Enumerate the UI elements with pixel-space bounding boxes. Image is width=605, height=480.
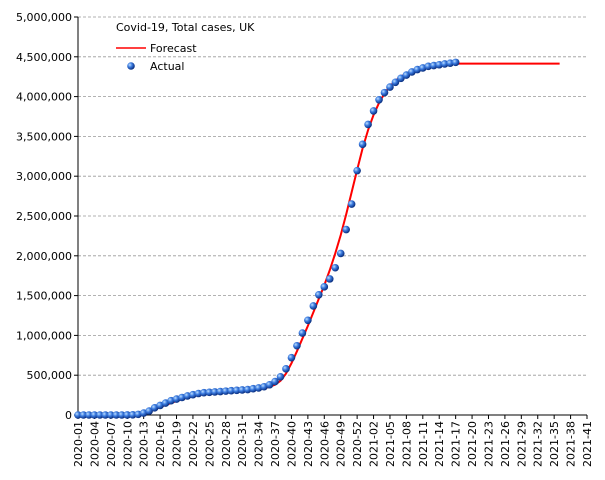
data-point (205, 388, 214, 397)
data-point (325, 275, 334, 283)
data-point (451, 58, 460, 67)
x-tick-label: 2020-43 (302, 421, 315, 467)
y-tick-label: 3,000,000 (16, 170, 72, 183)
x-tick-label: 2021-08 (400, 421, 413, 467)
data-point (90, 411, 99, 419)
data-point (216, 387, 225, 396)
x-tick-label: 2020-19 (171, 421, 184, 467)
x-tick-label: 2020-46 (318, 421, 331, 467)
chart-title: Covid-19, Total cases, UK (116, 21, 255, 34)
x-tick-label: 2020-13 (138, 421, 151, 467)
data-point (364, 120, 372, 129)
data-point (79, 411, 88, 419)
x-tick-label: 2021-20 (466, 421, 479, 467)
x-tick-label: 2020-31 (236, 421, 249, 467)
data-point (128, 411, 137, 419)
data-point (238, 386, 246, 394)
data-point (74, 411, 82, 419)
data-point (375, 95, 383, 104)
x-tick-label: 2021-05 (384, 421, 397, 467)
y-tick-label: 4,500,000 (16, 51, 72, 64)
x-tick-label: 2020-37 (269, 421, 282, 467)
legend-label: Actual (150, 60, 184, 73)
x-tick-label: 2021-11 (417, 421, 430, 467)
x-tick-label: 2021-14 (433, 421, 446, 467)
x-tick-label: 2021-32 (532, 421, 545, 467)
data-point (336, 249, 345, 258)
data-point (320, 283, 329, 291)
data-point (200, 388, 208, 397)
data-point (304, 316, 312, 325)
x-tick-label: 2021-41 (581, 421, 594, 467)
data-point (282, 365, 290, 373)
x-tick-label: 2021-23 (482, 421, 495, 467)
data-point (298, 329, 307, 337)
x-tick-label: 2020-10 (121, 421, 134, 467)
data-point (331, 263, 340, 272)
x-tick-label: 2021-17 (450, 421, 463, 467)
data-point (117, 411, 126, 419)
x-tick-label: 2020-34 (253, 421, 266, 467)
legend-swatch (127, 62, 135, 70)
x-tick-label: 2020-01 (72, 421, 85, 467)
y-tick-label: 5,000,000 (16, 11, 72, 24)
x-tick-label: 2020-22 (187, 421, 200, 467)
data-point (276, 372, 285, 381)
data-point (342, 225, 350, 234)
data-point (101, 411, 110, 419)
data-point (232, 386, 241, 395)
data-point (309, 302, 318, 310)
y-tick-label: 500,000 (27, 369, 73, 382)
data-point (353, 166, 361, 175)
x-tick-label: 2020-16 (154, 421, 167, 467)
data-point (391, 78, 400, 87)
data-point (107, 411, 115, 419)
x-tick-label: 2021-38 (565, 421, 578, 467)
x-tick-label: 2020-28 (220, 421, 233, 467)
data-point (96, 411, 104, 419)
data-point (386, 83, 394, 91)
data-point (211, 388, 219, 396)
y-tick-label: 4,000,000 (16, 91, 72, 104)
x-tick-label: 2020-52 (351, 421, 364, 467)
y-tick-label: 3,500,000 (16, 130, 72, 143)
x-tick-label: 2020-49 (335, 421, 348, 467)
data-point (293, 341, 301, 350)
data-point (369, 107, 378, 115)
data-point (227, 386, 236, 395)
y-tick-label: 2,500,000 (16, 210, 72, 223)
x-tick-label: 2021-26 (499, 421, 512, 467)
y-tick-label: 0 (65, 409, 72, 422)
x-tick-label: 2021-35 (548, 421, 561, 467)
x-tick-label: 2021-29 (515, 421, 528, 467)
x-tick-label: 2020-25 (203, 421, 216, 467)
legend-label: Forecast (150, 42, 197, 55)
x-tick-label: 2020-40 (285, 421, 298, 467)
x-tick-label: 2020-04 (88, 421, 101, 467)
y-tick-label: 1,000,000 (16, 329, 72, 342)
x-tick-label: 2020-07 (105, 421, 118, 467)
data-point (380, 88, 389, 97)
y-tick-label: 1,500,000 (16, 290, 72, 303)
data-point (271, 377, 279, 386)
data-point (315, 291, 323, 299)
data-point (347, 200, 356, 208)
data-point (85, 411, 93, 419)
x-tick-label: 2021-02 (368, 421, 381, 467)
data-point (123, 411, 132, 419)
y-tick-label: 2,000,000 (16, 250, 72, 263)
data-point (221, 387, 230, 395)
data-point (358, 140, 367, 149)
data-point (287, 353, 296, 362)
data-point (112, 411, 121, 419)
